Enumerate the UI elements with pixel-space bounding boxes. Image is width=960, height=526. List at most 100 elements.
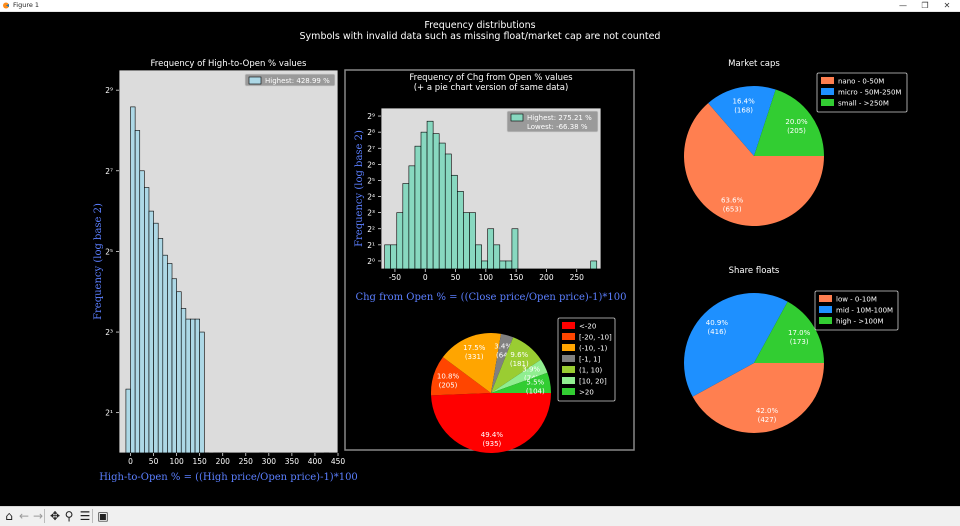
pie-percent-label: 10.8% [437, 373, 460, 381]
pie-slice [684, 103, 824, 226]
histogram-bar [176, 291, 182, 453]
legend-swatch [562, 377, 575, 384]
legend-swatch [248, 76, 262, 85]
legend-swatch [819, 295, 832, 302]
close-button[interactable]: ✕ [943, 1, 951, 10]
legend-swatch [821, 77, 834, 84]
histogram-bar [153, 222, 159, 453]
y-tick-label: 2⁷ [367, 144, 375, 153]
histogram-bar [457, 191, 464, 269]
histogram-bar [493, 244, 501, 269]
forward-arrow-icon[interactable]: → [32, 509, 44, 523]
y-tick-label: 2⁷ [105, 167, 113, 176]
histogram-bar [194, 318, 200, 453]
pie-slice [684, 293, 788, 397]
histogram-bar [463, 212, 470, 269]
subplot-title: Frequency of High-to-Open % values [151, 59, 308, 69]
legend-label: [-20, -10] [579, 334, 612, 342]
legend-label: nano - 0-50M [838, 78, 884, 86]
legend-label: high - >100M [836, 318, 884, 326]
y-axis-label: Frequency (log base 2) [354, 130, 365, 247]
navigation-toolbar: ⌂ ← → ✥ ⚲ ☰ ▣ [0, 506, 960, 526]
pie-count-label: (205) [439, 382, 458, 390]
legend-swatch [821, 99, 834, 106]
legend-box [244, 73, 336, 87]
maximize-button[interactable]: ❐ [921, 1, 929, 10]
pie-count-label: (331) [465, 353, 484, 361]
x-axis-label: Chg from Open % = ((Close price/Open pri… [355, 292, 626, 303]
pie-percent-label: 3.4% [494, 343, 512, 351]
y-tick-label: 2¹ [367, 241, 375, 250]
legend-label: [-1, 1] [579, 356, 601, 364]
legend-swatch [562, 366, 575, 373]
pie-slice [692, 363, 824, 434]
histogram-bar [125, 388, 131, 453]
y-tick-label: 2⁵ [105, 247, 113, 256]
back-arrow-icon[interactable]: ← [18, 509, 30, 523]
legend-label: small - >250M [838, 100, 889, 108]
home-icon[interactable]: ⌂ [5, 509, 13, 523]
pie-slice [431, 357, 491, 396]
zoom-icon[interactable]: ⚲ [64, 509, 74, 523]
matplotlib-icon [3, 2, 9, 9]
legend-swatch [562, 388, 575, 395]
legend-label: micro - 50M-250M [838, 89, 901, 97]
histogram-bar [438, 142, 446, 269]
legend-swatch [510, 113, 524, 122]
pie-count-label: (205) [787, 127, 806, 135]
x-tick-label: 200 [539, 273, 554, 282]
histogram-bar [444, 153, 452, 269]
pie-count-label: (181) [510, 360, 529, 368]
high-to-open-histogram: 0 50 100 150 200 250 300 350 400 450 2¹ 2³ 2⁵ 2⁷ 2⁹ Fre… [93, 59, 358, 483]
legend-label: (1, 10) [579, 367, 603, 375]
y-tick-label: 2³ [367, 209, 375, 218]
histogram-bar [180, 308, 187, 453]
x-tick-label: -50 [389, 273, 401, 282]
histogram-bar [134, 130, 141, 453]
pie-percent-label: 3.9% [522, 366, 540, 374]
x-tick-label: 0 [423, 273, 428, 282]
pie-percent-label: 5.5% [526, 378, 544, 386]
y-tick-label: 2⁹ [367, 112, 375, 121]
subplot-title-line2: (+ a pie chart version of same data) [414, 83, 569, 93]
legend-box [506, 110, 599, 133]
figure-canvas[interactable]: Frequency distributions Symbols with inv… [0, 12, 960, 506]
histogram-bar [167, 263, 173, 453]
pan-icon[interactable]: ✥ [49, 509, 61, 523]
histogram-bar [590, 260, 598, 269]
histogram-bar [432, 133, 440, 269]
x-tick-label: 250 [239, 457, 254, 466]
pie-slice [491, 337, 541, 393]
legend-box [816, 72, 908, 113]
histogram-bar [511, 228, 519, 269]
pie-count-label: (173) [790, 338, 809, 346]
histogram-bar [144, 187, 150, 453]
pie-slice [754, 301, 824, 363]
histogram-bar [475, 244, 482, 269]
save-icon[interactable]: ▣ [97, 509, 109, 523]
histogram-bar [323, 452, 330, 453]
pie-slice [442, 333, 502, 393]
pie-title: Market caps [728, 59, 780, 69]
pie-count-label: (935) [482, 440, 501, 448]
sliders-icon[interactable]: ☰ [79, 509, 91, 523]
x-tick-label: 400 [308, 457, 323, 466]
chg-from-open-histogram: -50 0 50 100 150 200 2502⁰2¹2²2³2⁴2⁵2⁶2⁷2⁸2⁹Fr… [354, 73, 627, 303]
x-tick-label: 250 [570, 273, 585, 282]
histogram-bar [469, 212, 476, 269]
pie-slice [754, 89, 825, 156]
histogram-bar [420, 131, 428, 269]
pie-count-label: (427) [758, 416, 777, 424]
x-tick-label: 300 [262, 457, 277, 466]
y-tick-label: 2⁸ [367, 128, 375, 137]
minimize-button[interactable]: — [899, 1, 907, 10]
x-tick-label: 0 [128, 457, 133, 466]
window-title: Figure 1 [13, 1, 40, 9]
pie-slice [708, 86, 776, 156]
histogram-bar [130, 106, 136, 453]
pie-slice [491, 359, 548, 393]
legend-box [814, 290, 899, 331]
x-tick-label: 100 [479, 273, 494, 282]
legend-label: low - 0-10M [836, 296, 877, 304]
pie-count-label: (104) [526, 387, 545, 395]
